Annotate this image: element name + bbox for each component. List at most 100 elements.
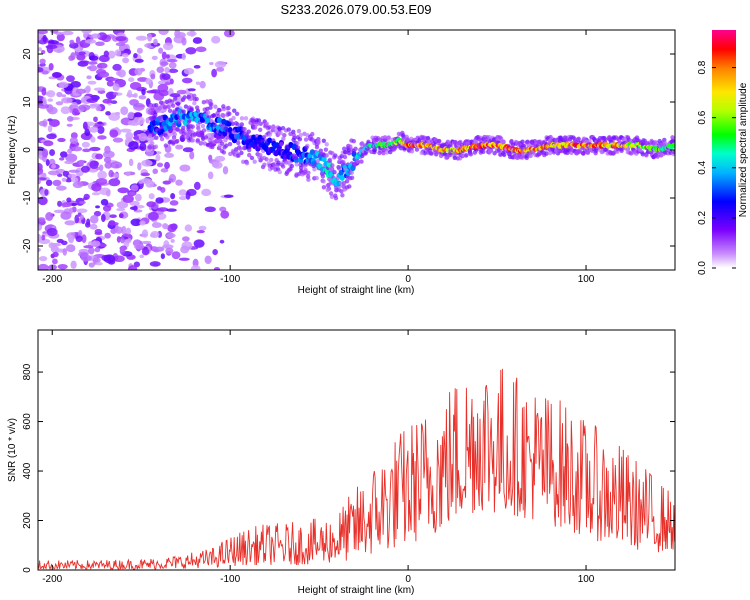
- spectrogram-cell: [330, 163, 335, 168]
- spectrogram-cell: [69, 207, 74, 215]
- spectrogram-cell: [264, 121, 269, 127]
- spectrogram-cell: [293, 155, 299, 161]
- spectrogram-cell: [216, 134, 221, 140]
- spectrogram-cell: [93, 87, 106, 92]
- spectrogram-cell: [252, 159, 257, 164]
- spectrogram-cell: [62, 248, 68, 256]
- spectrogram-cell: [428, 151, 434, 156]
- spectrogram-cell: [161, 73, 171, 80]
- spectrogram-cell: [221, 104, 226, 109]
- spectrogram-cell: [198, 225, 207, 231]
- spectrogram-cell: [247, 152, 252, 158]
- spectrogram-y-tick-label: 0: [22, 147, 33, 153]
- spectrogram-cell: [208, 98, 213, 104]
- spectrogram-cell: [75, 235, 83, 243]
- spectrogram-cell: [140, 172, 151, 177]
- spectrogram-cell: [51, 71, 62, 78]
- spectrogram-cell: [135, 35, 148, 41]
- spectrogram-cell: [151, 55, 158, 61]
- spectrogram-cell: [151, 222, 162, 228]
- spectrogram-cell: [84, 39, 97, 44]
- spectrogram-cell: [282, 133, 287, 138]
- spectrogram-cell: [156, 207, 169, 212]
- spectrogram-cell: [159, 136, 165, 142]
- spectrogram-cell: [150, 89, 161, 94]
- spectrogram-cell: [180, 128, 185, 133]
- snr-frame: [37, 329, 676, 571]
- spectrogram-cell: [359, 159, 364, 164]
- spectrogram-cell: [227, 111, 232, 116]
- spectrogram-cell: [172, 131, 177, 137]
- spectrogram-cell: [110, 100, 118, 104]
- spectrogram-cell: [105, 189, 111, 197]
- spectrogram-cell: [242, 127, 247, 132]
- spectrogram-cell: [204, 206, 216, 213]
- spectrogram-cell: [157, 115, 163, 120]
- spectrogram-cell: [195, 46, 207, 53]
- spectrogram-cell: [153, 38, 158, 46]
- spectrogram-x-label: Height of straight line (km): [298, 285, 415, 296]
- spectrogram-cell: [47, 98, 54, 102]
- spectrogram-cell: [69, 137, 78, 145]
- spectrogram-cell: [333, 153, 338, 158]
- spectrogram-cell: [168, 178, 174, 182]
- spectrogram-cell: [66, 123, 73, 127]
- spectrogram-cell: [662, 140, 668, 146]
- spectrogram-cell: [170, 238, 175, 243]
- spectrogram-cell: [72, 181, 84, 189]
- spectrogram-cell: [66, 197, 72, 203]
- spectrogram-cell: [104, 232, 111, 239]
- spectrogram-cell: [325, 183, 330, 188]
- spectrogram-cell: [195, 81, 201, 85]
- spectrogram-cell: [247, 147, 252, 153]
- spectrogram-cell: [133, 53, 138, 59]
- spectrogram-cell: [644, 153, 649, 158]
- spectrogram-cell: [38, 166, 44, 176]
- spectrogram-cell: [145, 179, 155, 188]
- spectrogram-cell: [128, 191, 136, 196]
- spectrogram-cell: [139, 254, 145, 259]
- spectrogram-cell: [168, 62, 177, 69]
- spectrogram-cell: [160, 101, 165, 106]
- spectrogram-cell: [316, 140, 321, 145]
- spectrogram-cell: [223, 30, 235, 38]
- spectrogram-cell: [168, 68, 179, 74]
- spectrogram-cell: [48, 40, 59, 45]
- spectrogram-cell: [182, 236, 190, 242]
- spectrogram-cell: [347, 184, 352, 189]
- spectrogram-cell: [346, 150, 352, 156]
- spectrogram-cell: [196, 229, 205, 234]
- snr-line-layer: [38, 368, 675, 570]
- spectrogram-cell: [315, 158, 320, 164]
- spectrogram-cell: [95, 105, 102, 112]
- spectrogram-cell: [175, 126, 180, 132]
- spectrogram-cell: [91, 183, 102, 192]
- spectrogram-cell: [222, 166, 229, 175]
- spectrogram-cell: [296, 128, 302, 134]
- spectrogram-cell: [219, 141, 225, 146]
- spectrogram-cell: [93, 210, 102, 217]
- spectrogram-cell: [178, 196, 188, 201]
- spectrogram-cell: [603, 137, 608, 142]
- spectrogram-cell: [453, 139, 458, 145]
- spectrogram-cell: [120, 106, 129, 116]
- spectrogram-cell: [180, 245, 190, 254]
- spectrogram-cell: [230, 121, 235, 127]
- spectrogram-cell: [59, 151, 68, 158]
- spectrogram-cell: [165, 135, 170, 140]
- spectrogram-cell: [227, 141, 233, 147]
- spectrogram-cell: [249, 155, 255, 161]
- spectrogram-cell: [122, 57, 130, 64]
- spectrogram-cell: [92, 257, 101, 264]
- spectrogram-cell: [122, 194, 134, 203]
- spectrogram-cell: [135, 193, 142, 202]
- spectrogram-cell: [56, 238, 64, 244]
- spectrogram-cell: [154, 103, 159, 108]
- spectrogram-cell: [71, 146, 83, 152]
- spectrogram-cell: [161, 51, 167, 60]
- spectrogram-cell: [98, 164, 104, 172]
- spectrogram-cell: [320, 174, 326, 179]
- spectrogram-cell: [353, 146, 358, 152]
- spectrogram-cell: [98, 54, 110, 63]
